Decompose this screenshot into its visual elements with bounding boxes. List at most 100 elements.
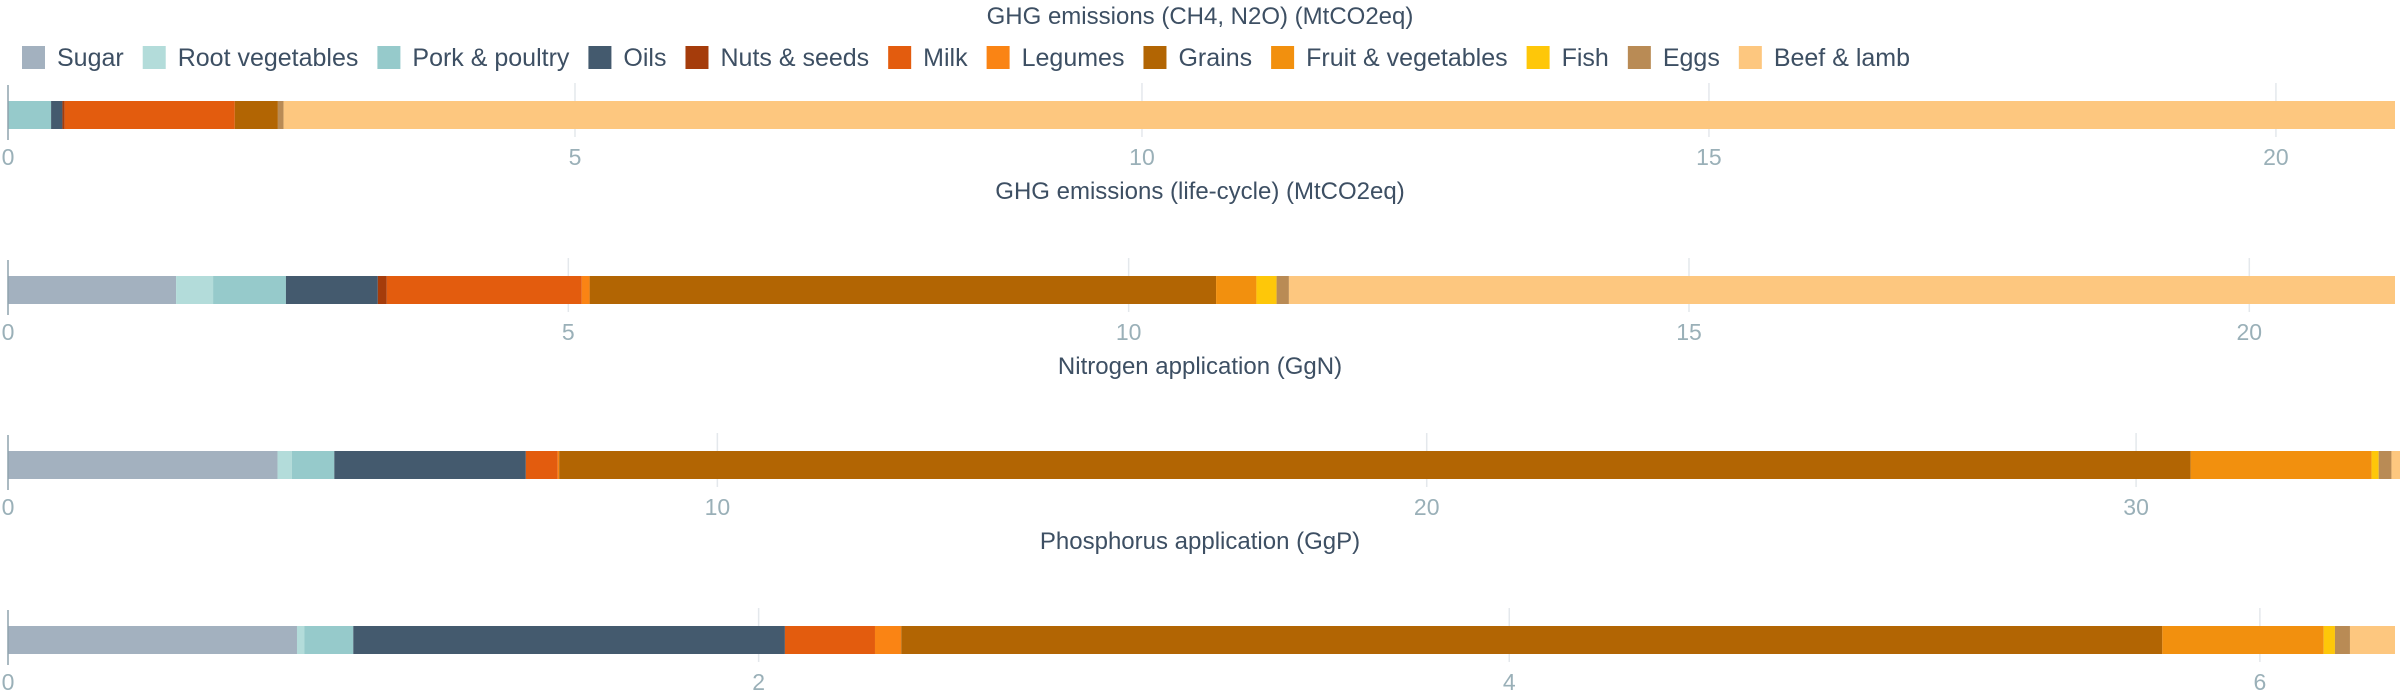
x-tick-label: 5 xyxy=(562,319,575,345)
bar-segment-pork-and-poultry[interactable] xyxy=(304,626,354,654)
legend-label: Fish xyxy=(1562,44,1609,72)
bar-segment-legumes[interactable] xyxy=(557,451,560,479)
x-tick-label: 20 xyxy=(2263,144,2289,170)
legend-item-eggs[interactable]: Eggs xyxy=(1627,44,1720,72)
panel-title: Nitrogen application (GgN) xyxy=(1058,353,1342,380)
legend-label: Sugar xyxy=(57,44,124,72)
bar-segment-eggs[interactable] xyxy=(2378,451,2392,479)
bar-segment-nuts-and-seeds[interactable] xyxy=(377,276,387,304)
x-tick-label: 15 xyxy=(1676,319,1702,345)
legend-swatch xyxy=(1526,46,1550,69)
legend-label: Grains xyxy=(1178,44,1252,72)
legend-swatch xyxy=(1627,46,1651,69)
bar-segment-legumes[interactable] xyxy=(581,276,590,304)
x-tick-label: 20 xyxy=(2237,319,2263,345)
legend-swatch xyxy=(142,46,166,69)
legend-label: Nuts & seeds xyxy=(720,44,869,72)
legend-item-milk[interactable]: Milk xyxy=(888,44,968,72)
bar-segment-root-vegetables[interactable] xyxy=(277,451,292,479)
chart-legend: Sugar Root vegetables Pork & poultry Oils Nu… xyxy=(22,44,1910,72)
legend-label: Fruit & vegetables xyxy=(1306,44,1508,72)
legend-item-legumes[interactable]: Legumes xyxy=(986,44,1125,72)
chart-panels: GHG emissions (CH4, N2O) (MtCO2eq) 0 5 10 15… xyxy=(2,3,2400,695)
bar-segment-pork-and-poultry[interactable] xyxy=(8,101,52,129)
bar-segment-milk[interactable] xyxy=(784,626,875,654)
bar-segment-fruit-and-vegetables[interactable] xyxy=(1216,276,1257,304)
legend-swatch xyxy=(1271,46,1295,69)
bar-segment-grains[interactable] xyxy=(559,451,2191,479)
bar-segment-eggs[interactable] xyxy=(1276,276,1289,304)
legend-label: Eggs xyxy=(1663,44,1720,72)
legend-label: Pork & poultry xyxy=(412,44,570,72)
x-tick-label: 0 xyxy=(2,494,15,520)
bar-segment-fruit-and-vegetables[interactable] xyxy=(2162,626,2324,654)
chart-panel-2: GHG emissions (life-cycle) (MtCO2eq) 0 5 10… xyxy=(2,178,2395,345)
legend-swatch xyxy=(888,46,912,69)
bar-segment-oils[interactable] xyxy=(285,276,378,304)
legend-swatch xyxy=(377,46,401,69)
legend-item-oils[interactable]: Oils xyxy=(588,44,666,72)
bar-segment-sugar[interactable] xyxy=(8,451,278,479)
legend-swatch xyxy=(685,46,709,69)
legend-swatch xyxy=(22,46,45,69)
legend-item-root-vegetables[interactable]: Root vegetables xyxy=(142,44,359,72)
bar-segment-beef-and-lamb[interactable] xyxy=(1288,276,2395,304)
x-tick-label: 15 xyxy=(1696,144,1722,170)
legend-label: Milk xyxy=(923,44,968,72)
panel-title: Phosphorus application (GgP) xyxy=(1040,528,1360,555)
x-tick-label: 30 xyxy=(2123,494,2149,520)
bar-segment-grains[interactable] xyxy=(901,626,2163,654)
legend-swatch xyxy=(1143,46,1167,69)
legend-swatch xyxy=(588,46,612,69)
x-tick-label: 2 xyxy=(752,669,765,695)
bar-segment-root-vegetables[interactable] xyxy=(296,626,305,654)
chart-panel-1: GHG emissions (CH4, N2O) (MtCO2eq) 0 5 10 15… xyxy=(2,3,2395,170)
bar-segment-beef-and-lamb[interactable] xyxy=(283,101,2395,129)
bar-segment-milk[interactable] xyxy=(386,276,582,304)
bar-segment-fruit-and-vegetables[interactable] xyxy=(2190,451,2372,479)
bar-segment-sugar[interactable] xyxy=(8,626,297,654)
x-tick-label: 0 xyxy=(2,144,15,170)
chart-panel-4: Phosphorus application (GgP) 0 2 4 6 xyxy=(2,528,2395,695)
bar-segment-nuts-and-seeds[interactable] xyxy=(62,101,65,129)
bar-segment-fish[interactable] xyxy=(2323,626,2335,654)
bar-segment-beef-and-lamb[interactable] xyxy=(2349,626,2395,654)
bar-segment-pork-and-poultry[interactable] xyxy=(213,276,286,304)
bar-segment-fish[interactable] xyxy=(2371,451,2379,479)
legend-item-nuts-and-seeds[interactable]: Nuts & seeds xyxy=(685,44,869,72)
bar-segment-eggs[interactable] xyxy=(2334,626,2350,654)
bar-segment-oils[interactable] xyxy=(353,626,785,654)
bar-segment-fish[interactable] xyxy=(1256,276,1277,304)
legend-swatch xyxy=(1738,46,1762,69)
bar-segment-milk[interactable] xyxy=(64,101,235,129)
legend-item-grains[interactable]: Grains xyxy=(1143,44,1252,72)
legend-item-sugar[interactable]: Sugar xyxy=(22,44,124,72)
bar-segment-grains[interactable] xyxy=(589,276,1217,304)
x-tick-label: 10 xyxy=(705,494,731,520)
legend-item-beef-and-lamb[interactable]: Beef & lamb xyxy=(1738,44,1910,72)
bar-segment-beef-and-lamb[interactable] xyxy=(2391,451,2400,479)
legend-swatch xyxy=(986,46,1010,69)
legend-label: Beef & lamb xyxy=(1774,44,1910,72)
bar-segment-legumes[interactable] xyxy=(874,626,902,654)
x-tick-label: 6 xyxy=(2253,669,2266,695)
x-tick-label: 10 xyxy=(1129,144,1155,170)
bar-segment-root-vegetables[interactable] xyxy=(176,276,214,304)
legend-item-pork-and-poultry[interactable]: Pork & poultry xyxy=(377,44,570,72)
legend-item-fish[interactable]: Fish xyxy=(1526,44,1609,72)
bar-segment-grains[interactable] xyxy=(234,101,278,129)
bar-segment-pork-and-poultry[interactable] xyxy=(291,451,335,479)
legend-label: Legumes xyxy=(1022,44,1125,72)
legend-item-fruit-and-vegetables[interactable]: Fruit & vegetables xyxy=(1271,44,1508,72)
bar-segment-oils[interactable] xyxy=(334,451,526,479)
x-tick-label: 20 xyxy=(1414,494,1440,520)
x-tick-label: 5 xyxy=(569,144,582,170)
panel-title: GHG emissions (life-cycle) (MtCO2eq) xyxy=(995,178,1404,205)
bar-segment-eggs[interactable] xyxy=(277,101,284,129)
x-tick-label: 4 xyxy=(1503,669,1516,695)
bar-segment-oils[interactable] xyxy=(51,101,63,129)
bar-segment-milk[interactable] xyxy=(525,451,558,479)
bar-segment-sugar[interactable] xyxy=(8,276,177,304)
legend-label: Oils xyxy=(623,44,666,72)
